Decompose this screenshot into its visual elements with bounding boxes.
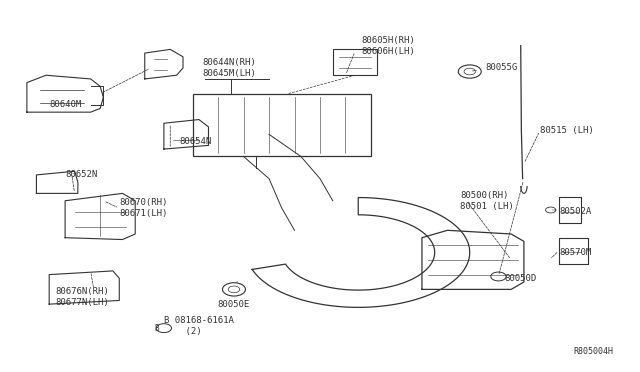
Text: 80050E: 80050E [218,300,250,309]
Bar [333,49,378,75]
Text: B 08168-6161A
    (2): B 08168-6161A (2) [164,316,234,336]
Text: 80640M: 80640M [49,100,81,109]
Text: 80605H(RH)
80606H(LH): 80605H(RH) 80606H(LH) [362,36,415,56]
Text: 80050D: 80050D [505,274,537,283]
Text: 80676N(RH)
80677N(LH): 80676N(RH) 80677N(LH) [56,287,109,307]
Text: B: B [154,324,159,333]
Text: 80570M: 80570M [559,248,591,257]
Text: R805004H: R805004H [573,347,613,356]
Text: 80644N(RH)
80645M(LH): 80644N(RH) 80645M(LH) [202,58,256,78]
Text: 80500(RH)
80501 (LH): 80500(RH) 80501 (LH) [460,191,514,211]
Text: 80652N: 80652N [65,170,97,179]
Text: 80670(RH)
80671(LH): 80670(RH) 80671(LH) [119,198,168,218]
Text: 80654N: 80654N [180,137,212,146]
Text: 80502A: 80502A [559,207,591,217]
Text: 80515 (LH): 80515 (LH) [540,126,593,135]
Text: 80055G: 80055G [486,63,518,72]
Bar [193,94,371,157]
